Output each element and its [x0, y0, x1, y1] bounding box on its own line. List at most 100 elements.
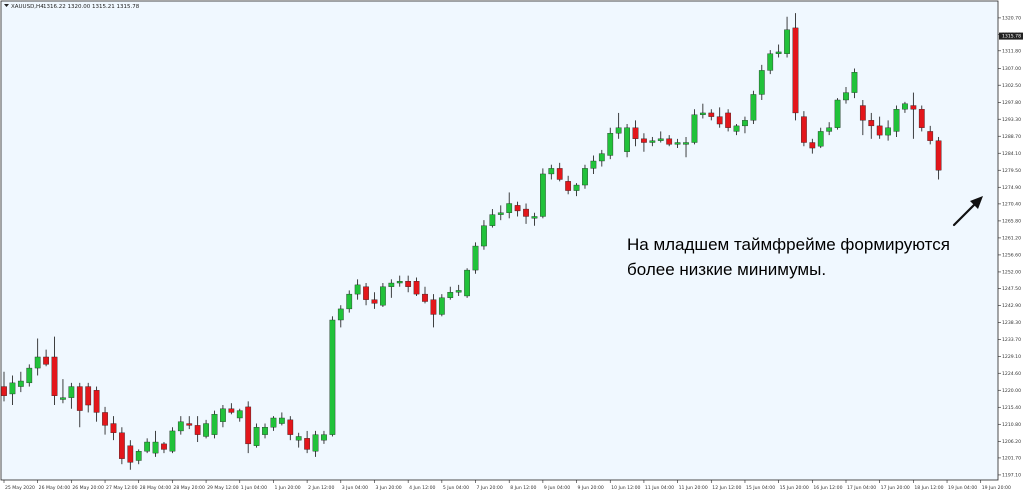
candle-body: [464, 269, 470, 297]
candle-body: [582, 168, 588, 186]
candle-body: [657, 138, 664, 141]
price-tick-label: 1252.00: [1002, 270, 1021, 276]
time-tick-label: 5 Jun 04:00: [443, 485, 469, 491]
candle-body: [649, 140, 656, 143]
price-tick-label: 1242.90: [1002, 303, 1021, 309]
annotation: На младшем таймфрейме формируются более …: [627, 235, 950, 279]
time-tick-label: 19 Jun 20:00: [982, 485, 1011, 491]
candle-body: [380, 286, 386, 306]
price-tick-label: 1233.70: [1002, 337, 1021, 343]
candle-body: [573, 184, 580, 191]
candle: [885, 120, 891, 141]
candle: [413, 277, 420, 296]
candle: [691, 109, 698, 145]
candle-body: [43, 356, 49, 365]
candle-body: [93, 390, 100, 413]
candle-body: [506, 203, 513, 213]
candle: [910, 92, 917, 139]
candle-body: [851, 72, 858, 93]
candle: [750, 90, 757, 125]
price-tick-label: 1247.50: [1002, 286, 1021, 292]
price-tick-label: 1293.30: [1002, 117, 1021, 123]
price-tick-label: 1229.10: [1002, 354, 1021, 360]
candle: [514, 201, 521, 217]
candle: [893, 105, 900, 137]
candle-body: [843, 92, 849, 101]
candle: [43, 349, 49, 367]
candle-body: [388, 282, 395, 287]
price-tick-label: 1265.80: [1002, 219, 1021, 225]
candle-body: [337, 308, 344, 321]
annotation-arrow: [952, 196, 983, 227]
candle-body: [228, 408, 235, 413]
price-tick-label: 1256.60: [1002, 253, 1021, 259]
time-tick-label: 1 Jun 20:00: [274, 485, 300, 491]
candle: [775, 44, 782, 58]
candle-body: [396, 280, 403, 284]
candle-body: [489, 214, 496, 226]
candle-body: [371, 299, 378, 304]
candle: [573, 183, 580, 197]
time-tick-label: 4 Jun 12:00: [409, 485, 435, 491]
current-price-box: [999, 32, 1023, 40]
candle: [245, 401, 252, 454]
candle-body: [826, 127, 833, 132]
candle: [918, 105, 925, 132]
candle: [26, 364, 33, 387]
candle-body: [76, 386, 83, 411]
candle: [582, 164, 588, 189]
candle: [228, 403, 235, 415]
chart-header: XAUUSD,H4 1316.22 1320.00 1315.21 1315.7…: [4, 4, 140, 10]
candle: [742, 116, 748, 134]
candle: [220, 405, 226, 428]
candle: [152, 430, 159, 457]
candle: [565, 175, 572, 195]
price-tick-label: 1206.20: [1002, 439, 1021, 445]
candle-body: [725, 112, 731, 128]
candle: [826, 122, 833, 136]
candle-body: [245, 406, 252, 445]
candle-body: [767, 53, 774, 71]
candle: [270, 416, 277, 431]
candle: [523, 203, 529, 224]
candle-body: [169, 430, 176, 452]
candle: [767, 50, 774, 75]
candle: [363, 283, 369, 306]
candle-body: [144, 441, 151, 452]
candle: [236, 408, 243, 422]
candle: [1, 371, 7, 402]
annotation-line-2: более низкие минимумы.: [627, 260, 826, 279]
candle: [472, 242, 479, 274]
candle-body: [481, 225, 487, 247]
candle-body: [472, 245, 479, 271]
candle: [801, 111, 807, 147]
candle: [287, 416, 294, 441]
candle: [295, 432, 302, 448]
candle: [666, 135, 673, 147]
candle: [598, 149, 605, 167]
candle: [699, 103, 706, 119]
candle: [127, 440, 134, 470]
time-tick-label: 26 May 20:00: [72, 485, 104, 491]
candle: [169, 427, 176, 454]
dropdown-triangle-icon[interactable]: [4, 4, 9, 7]
candle-body: [683, 142, 689, 145]
candle: [68, 382, 75, 409]
candle: [422, 286, 428, 304]
annotation-line-1: На младшем таймфрейме формируются: [627, 235, 950, 254]
candle-body: [405, 280, 412, 287]
time-axis: 25 May 2020 26 May 04:00 26 May 20:00 27 Ma…: [3, 480, 1011, 491]
candle: [733, 124, 740, 136]
candle-body: [598, 153, 605, 162]
price-tick-label: 1284.10: [1002, 151, 1021, 157]
candle-body: [34, 356, 41, 369]
candle: [396, 275, 403, 287]
candle-body: [792, 27, 799, 114]
candle: [859, 99, 866, 136]
price-axis: 1320.701316.211311.801307.001302.501297.…: [998, 16, 1021, 479]
price-tick-label: 1201.70: [1002, 456, 1021, 462]
candle-body: [514, 205, 521, 212]
candle: [497, 205, 504, 221]
price-tick-label: 1224.60: [1002, 371, 1021, 377]
